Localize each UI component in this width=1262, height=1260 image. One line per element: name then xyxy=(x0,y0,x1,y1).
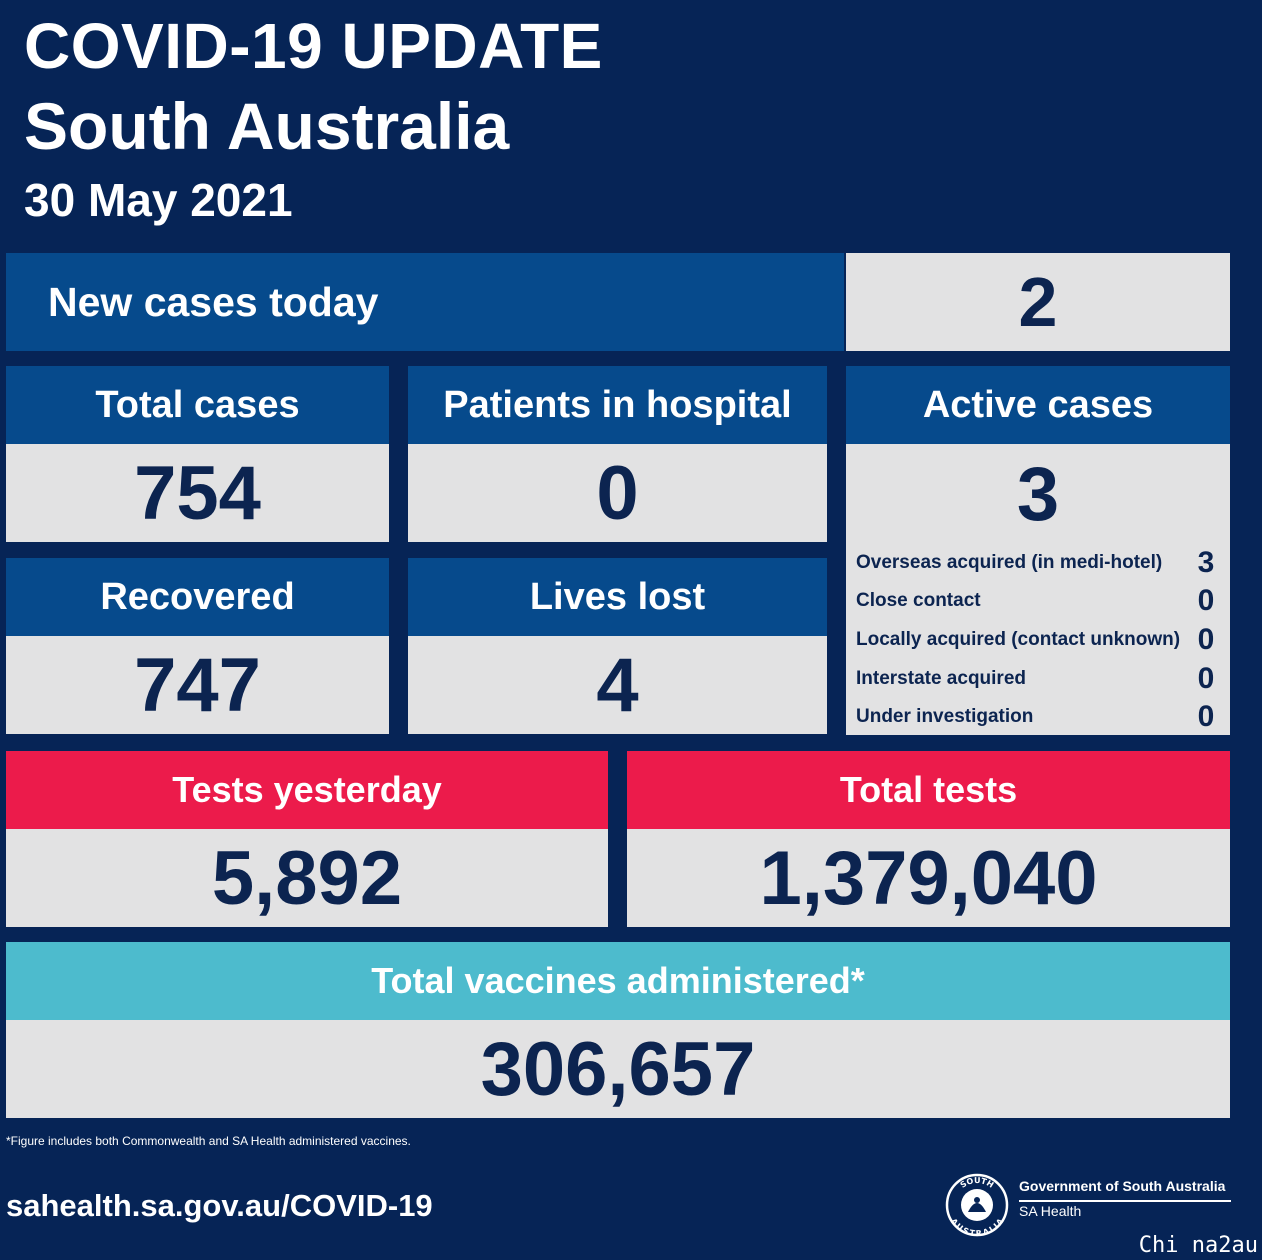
breakdown-value: 0 xyxy=(1197,662,1215,695)
hospital-header: Patients in hospital xyxy=(408,366,827,444)
new-cases-value: 2 xyxy=(846,253,1230,351)
total-tests-value: 1,379,040 xyxy=(627,829,1230,927)
department-name: SA Health xyxy=(1019,1203,1082,1219)
breakdown-label: Under investigation xyxy=(856,706,1034,727)
tests-yesterday-value: 5,892 xyxy=(6,829,608,927)
breakdown-value: 3 xyxy=(1197,546,1215,579)
breakdown-value: 0 xyxy=(1197,584,1215,617)
new-cases-header: New cases today xyxy=(6,253,844,351)
breakdown-row-close-contact: Close contact 0 xyxy=(856,583,1218,619)
breakdown-value: 0 xyxy=(1197,700,1215,733)
lives-lost-header: Lives lost xyxy=(408,558,827,636)
page-title: COVID-19 UPDATE xyxy=(24,10,603,82)
logo-divider xyxy=(1019,1200,1231,1202)
breakdown-label: Interstate acquired xyxy=(856,668,1026,689)
total-cases-header: Total cases xyxy=(6,366,389,444)
sa-seal-icon: SOUTH AUSTRALIA xyxy=(945,1173,1009,1238)
new-cases-label: New cases today xyxy=(48,278,379,325)
active-cases-header: Active cases xyxy=(846,366,1230,444)
recovered-value: 747 xyxy=(6,636,389,734)
breakdown-row-under-investigation: Under investigation 0 xyxy=(856,699,1218,735)
vaccines-header: Total vaccines administered* xyxy=(6,942,1230,1020)
svg-text:SOUTH: SOUTH xyxy=(959,1176,996,1190)
hospital-value: 0 xyxy=(408,444,827,542)
vaccine-footnote: *Figure includes both Commonwealth and S… xyxy=(6,1134,411,1148)
tests-yesterday-header: Tests yesterday xyxy=(6,751,608,829)
breakdown-label: Overseas acquired (in medi-hotel) xyxy=(856,552,1163,573)
total-cases-value: 754 xyxy=(6,444,389,542)
active-cases-breakdown: Overseas acquired (in medi-hotel) 3 Clos… xyxy=(846,545,1230,735)
breakdown-row-interstate: Interstate acquired 0 xyxy=(856,661,1218,697)
lives-lost-value: 4 xyxy=(408,636,827,734)
vaccines-value: 306,657 xyxy=(6,1020,1230,1118)
watermark-text: Chi na2au xyxy=(1138,1233,1258,1258)
breakdown-row-overseas: Overseas acquired (in medi-hotel) 3 xyxy=(856,545,1218,581)
active-cases-value: 3 xyxy=(846,444,1230,545)
breakdown-label: Close contact xyxy=(856,590,981,611)
page-subtitle: South Australia xyxy=(24,89,510,163)
recovered-header: Recovered xyxy=(6,558,389,636)
total-tests-header: Total tests xyxy=(627,751,1230,829)
website-link[interactable]: sahealth.sa.gov.au/COVID-19 xyxy=(6,1188,433,1223)
update-date: 30 May 2021 xyxy=(24,174,293,226)
government-name: Government of South Australia xyxy=(1019,1178,1226,1194)
breakdown-label: Locally acquired (contact unknown) xyxy=(856,629,1181,650)
breakdown-row-locally-acquired: Locally acquired (contact unknown) 0 xyxy=(856,622,1218,658)
government-logo: SOUTH AUSTRALIA Government of South Aust… xyxy=(944,1172,1234,1238)
seal-text-top: SOUTH xyxy=(959,1176,996,1190)
breakdown-value: 0 xyxy=(1197,623,1215,656)
